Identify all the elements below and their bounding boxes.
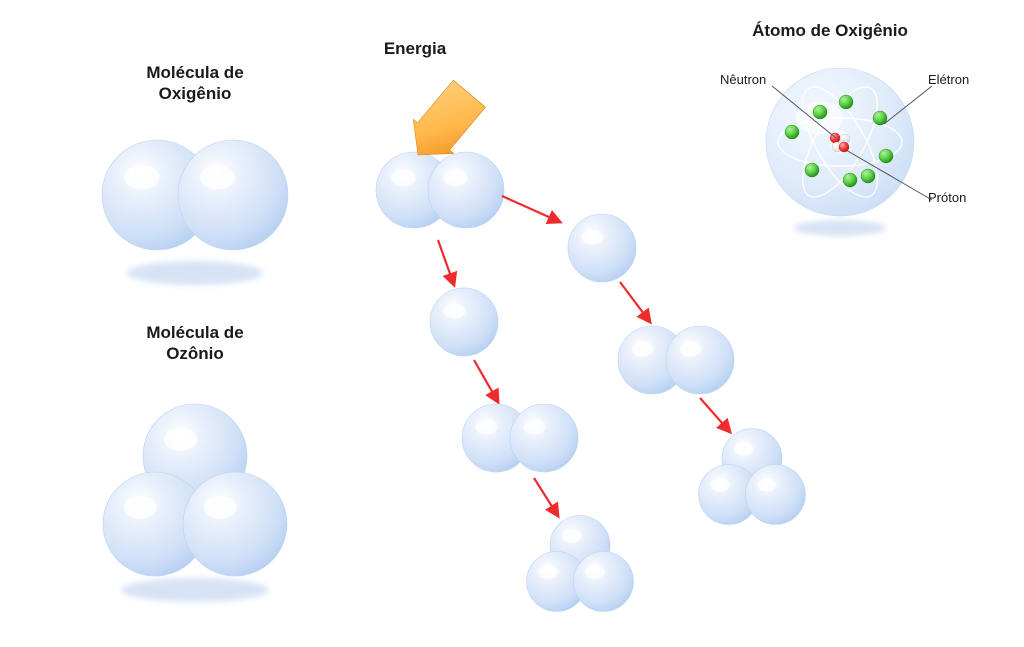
label-oxygen-molecule: Molécula deOxigênio — [120, 62, 270, 105]
free-oxygen-atom — [568, 214, 636, 282]
drop-shadow — [127, 261, 263, 285]
reaction-o2 — [618, 326, 734, 394]
reaction-o2 — [462, 404, 578, 472]
reaction-arrow — [474, 360, 498, 402]
reaction-arrow — [502, 196, 560, 222]
ozone-molecule — [103, 404, 287, 576]
reaction-arrow — [534, 478, 558, 516]
drop-shadow — [121, 578, 269, 602]
atom-sphere — [428, 152, 504, 228]
label-oxygen-atom: Átomo de Oxigênio — [730, 20, 930, 41]
atom-sphere — [573, 552, 633, 612]
reaction-arrow — [438, 240, 454, 285]
electron — [843, 173, 857, 187]
electron — [861, 169, 875, 183]
label-proton: Próton — [928, 190, 966, 205]
label-neutron: Nêutron — [720, 72, 766, 87]
label-electron: Elétron — [928, 72, 969, 87]
label-ozone-molecule: Molécula deOzônio — [120, 322, 270, 365]
atom-sphere — [666, 326, 734, 394]
electron — [805, 163, 819, 177]
electron — [879, 149, 893, 163]
atom-sphere — [183, 472, 287, 576]
reaction-o3 — [699, 429, 806, 525]
label-energy: Energia — [360, 38, 470, 59]
reaction-arrow — [620, 282, 650, 322]
atom-sphere — [745, 465, 805, 525]
oxygen-molecule — [102, 140, 288, 250]
electron — [785, 125, 799, 139]
reaction-o3 — [527, 516, 634, 612]
reaction-arrow — [700, 398, 730, 432]
electron — [839, 95, 853, 109]
electron — [813, 105, 827, 119]
reaction-start-o2 — [376, 152, 504, 228]
atom-sphere — [510, 404, 578, 472]
nucleus — [829, 131, 852, 154]
oxygen-atom-diagram — [766, 68, 914, 216]
free-oxygen-atom — [430, 288, 498, 356]
drop-shadow — [794, 220, 886, 236]
atom-sphere — [178, 140, 288, 250]
